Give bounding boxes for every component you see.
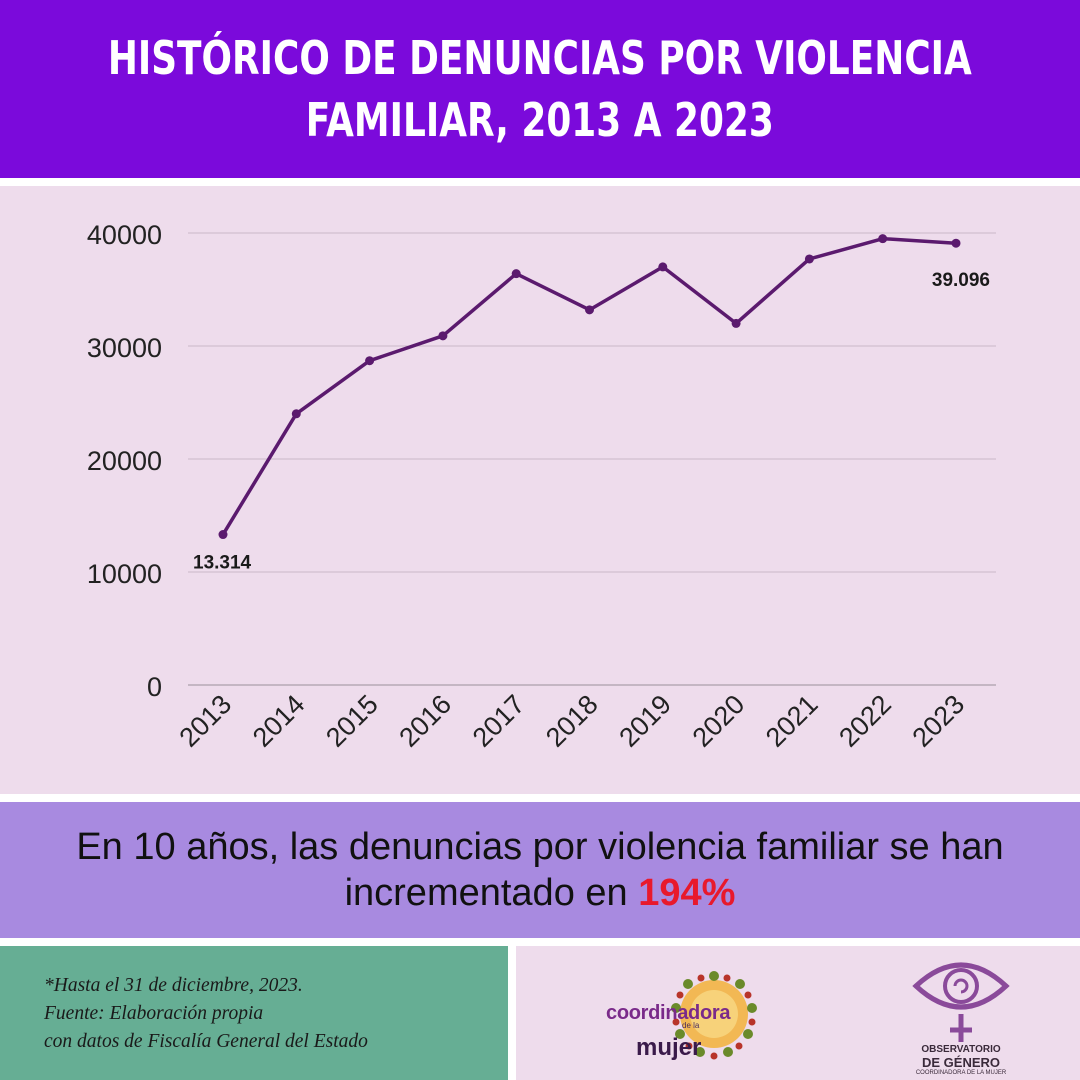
series-line	[221, 236, 958, 537]
x-tick-label: 2021	[760, 689, 824, 753]
y-tick-label: 20000	[87, 446, 162, 476]
observatorio-line-3: COORDINADORA DE LA MUJER	[915, 1070, 1007, 1076]
eye-venus-icon	[912, 962, 1010, 1042]
note-date: *Hasta el 31 de diciembre, 2023.	[44, 975, 303, 996]
title-banner: HISTÓRICO DE DENUNCIAS POR VIOLENCIA FAM…	[0, 0, 1080, 178]
coordinadora-logo: coordinadora de la mujer	[606, 964, 776, 1064]
data-point	[658, 262, 668, 272]
note-source-cont: con datos de Fiscalía General del Estado	[44, 1031, 368, 1052]
data-point	[218, 530, 228, 540]
observatorio-line-2: DE GÉNERO	[921, 1055, 1000, 1070]
observatorio-line-1: OBSERVATORIO	[921, 1044, 1001, 1055]
observatorio-logo: OBSERVATORIO DE GÉNERO COORDINADORA DE L…	[886, 952, 1036, 1078]
chart-panel: 0 10000 20000 30000 40000 2013 2014 2015 2016 201…	[0, 186, 1080, 794]
x-tick-label: 2019	[613, 689, 677, 753]
logos-panel: coordinadora de la mujer OBSERVATORIO DE…	[516, 946, 1080, 1080]
x-tick-label: 2018	[540, 689, 604, 753]
x-tick-label: 2014	[247, 689, 311, 753]
y-tick-label: 30000	[87, 333, 162, 363]
mujer-wordmark: mujer	[636, 1034, 702, 1061]
data-point	[585, 305, 594, 315]
note-source: Fuente: Elaboración propia	[44, 1003, 264, 1024]
x-tick-label: 2017	[467, 689, 531, 753]
people-ring-icon	[671, 971, 757, 1060]
x-tick-label: 2022	[833, 689, 897, 753]
data-point	[291, 409, 301, 419]
x-tick-label: 2020	[687, 689, 751, 753]
data-label: 13.314	[193, 553, 252, 574]
summary-percentage: 194%	[638, 872, 736, 914]
y-tick-label: 40000	[87, 220, 162, 250]
summary-banner: En 10 años, las denuncias por violencia …	[0, 802, 1080, 938]
title-line-1: HISTÓRICO DE DENUNCIAS POR VIOLENCIA	[108, 31, 972, 85]
x-tick-label: 2015	[320, 689, 384, 753]
x-tick-label: 2023	[907, 689, 971, 753]
y-tick-label: 0	[147, 672, 162, 702]
summary-text: En 10 años, las denuncias por violencia …	[40, 824, 1040, 916]
coordinadora-connector: de la	[682, 1021, 700, 1030]
coordinadora-wordmark: coordinadora	[606, 1002, 731, 1024]
y-tick-label: 10000	[87, 559, 162, 589]
data-point	[438, 331, 448, 341]
data-point	[731, 318, 741, 328]
data-point	[365, 356, 375, 366]
data-point	[951, 238, 961, 248]
data-point	[511, 269, 521, 279]
x-tick-label: 2013	[174, 689, 238, 753]
summary-body: En 10 años, las denuncias por violencia …	[76, 826, 1004, 914]
x-tick-label: 2016	[393, 689, 457, 753]
title-line-2: FAMILIAR, 2013 A 2023	[305, 93, 775, 147]
source-notes: *Hasta el 31 de diciembre, 2023. Fuente:…	[0, 946, 508, 1080]
data-point	[878, 234, 888, 244]
data-label: 39.096	[932, 270, 990, 291]
chart-title: HISTÓRICO DE DENUNCIAS POR VIOLENCIA FAM…	[108, 27, 972, 151]
data-point	[804, 254, 814, 264]
